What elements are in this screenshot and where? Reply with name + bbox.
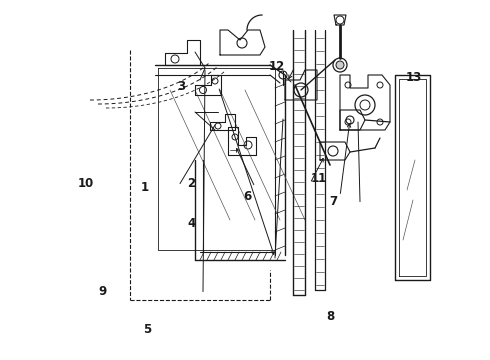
Text: 9: 9 xyxy=(99,285,107,298)
Text: 6: 6 xyxy=(244,190,251,203)
Text: 5: 5 xyxy=(143,323,151,336)
Text: 4: 4 xyxy=(187,217,195,230)
Text: 12: 12 xyxy=(269,60,285,73)
Text: 10: 10 xyxy=(77,177,94,190)
Text: 7: 7 xyxy=(329,195,337,208)
Text: 1: 1 xyxy=(141,181,148,194)
Text: 2: 2 xyxy=(187,177,195,190)
Text: 8: 8 xyxy=(327,310,335,323)
Text: 11: 11 xyxy=(310,172,327,185)
Text: 3: 3 xyxy=(177,80,185,93)
Circle shape xyxy=(336,61,344,69)
Text: 13: 13 xyxy=(406,71,422,84)
